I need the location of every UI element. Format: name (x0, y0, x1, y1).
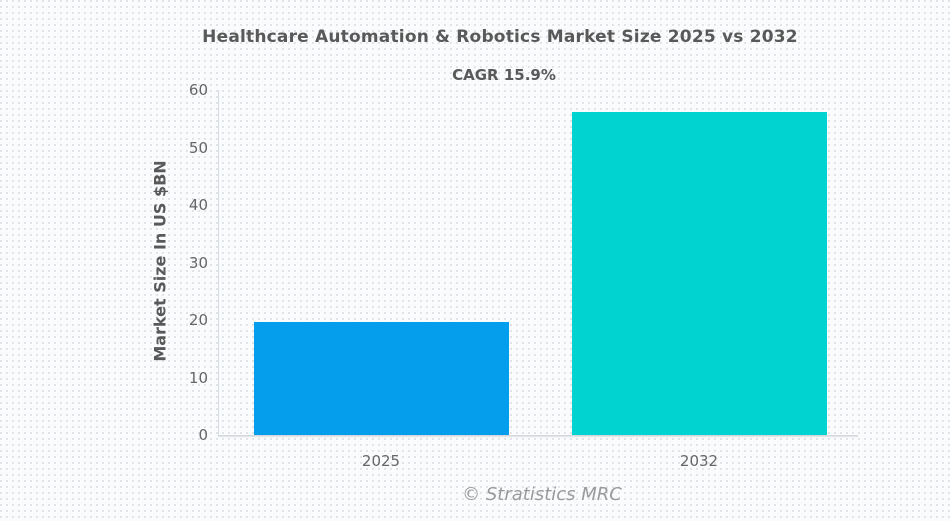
y-tick-label-10: 10 (188, 368, 208, 387)
y-tick-label-20: 20 (188, 311, 208, 329)
x-tick-label-2025: 2025 (361, 452, 401, 470)
x-axis-line (218, 435, 858, 436)
chart-title: Healthcare Automation & Robotics Market … (202, 27, 798, 47)
x-tick-label-2032: 2032 (679, 452, 719, 470)
y-tick-label-30: 30 (188, 253, 208, 272)
bar-2025 (253, 322, 509, 435)
y-axis-line (218, 90, 219, 435)
y-tick-label-40: 40 (188, 196, 208, 214)
source-credit: © Stratistics MRC (462, 484, 622, 505)
y-tick-label-0: 0 (198, 426, 208, 444)
bar-2032 (571, 112, 827, 435)
y-tick-label-50: 50 (188, 138, 208, 157)
y-tick-label-60: 60 (188, 81, 208, 99)
chart-subtitle-cagr: CAGR 15.9% (452, 66, 556, 84)
